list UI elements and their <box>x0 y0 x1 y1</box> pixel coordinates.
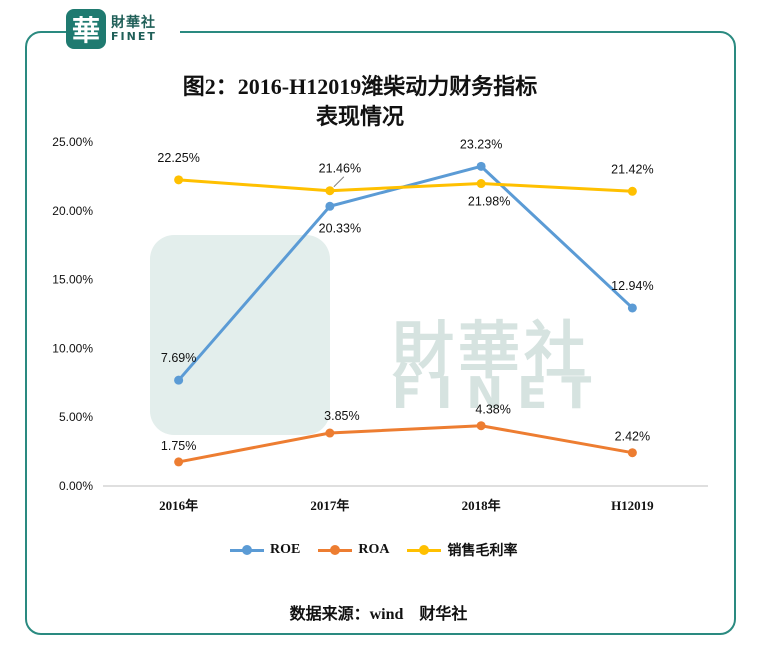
data-label-roa: 3.85% <box>324 409 359 423</box>
finet-logo: 華 財華社 FINET <box>66 6 180 52</box>
y-tick-label: 20.00% <box>52 204 93 218</box>
data-label-roe: 12.94% <box>611 279 653 293</box>
series-line-roa <box>178 424 633 464</box>
data-point-gross-margin <box>174 175 184 185</box>
data-label-roa: 1.75% <box>161 439 196 453</box>
data-label-roe: 7.69% <box>161 351 196 365</box>
logo-name-cn: 財華社 <box>111 14 156 31</box>
data-label-roe: 20.33% <box>319 221 361 235</box>
source-note: 数据来源：wind 财华社 <box>289 606 468 623</box>
data-point-roe <box>325 201 335 211</box>
data-point-roe <box>174 375 184 385</box>
data-label-roa: 4.38% <box>475 403 510 417</box>
data-label-gross-margin: 21.98% <box>468 195 510 209</box>
logo-text: 財華社 FINET <box>111 16 157 42</box>
data-point-roa <box>476 421 486 431</box>
data-label-gross-margin: 21.46% <box>319 162 361 176</box>
legend-item-roa: ROA <box>318 542 389 558</box>
series-line-gross-margin <box>178 178 633 193</box>
data-label-gross-margin: 21.42% <box>611 162 653 176</box>
y-tick-label: 15.00% <box>52 273 93 287</box>
legend-swatch-roe <box>230 544 264 555</box>
data-point-roa <box>325 428 335 438</box>
legend: ROE ROA 销售毛利率 <box>230 540 517 560</box>
data-point-gross-margin <box>325 186 335 196</box>
data-point-roa <box>627 448 637 458</box>
y-tick-label: 5.00% <box>59 410 93 424</box>
y-tick-label: 10.00% <box>52 341 93 355</box>
legend-label-roa: ROA <box>358 542 390 557</box>
data-point-roe <box>476 161 486 171</box>
legend-item-gross-margin: 销售毛利率 <box>407 540 517 560</box>
data-point-roe <box>627 303 637 313</box>
legend-item-roe: ROE <box>230 542 300 558</box>
legend-swatch-gross-margin <box>407 544 442 555</box>
x-tick-label: 2018年 <box>462 498 501 513</box>
chart-title-line-2: 表现情况 <box>315 104 404 129</box>
legend-label-roe: ROE <box>270 542 301 557</box>
data-point-roa <box>174 457 184 467</box>
data-label-roa: 2.42% <box>615 430 650 444</box>
watermark-logo <box>150 235 330 435</box>
y-tick-label: 0.00% <box>59 479 93 493</box>
chart-title-line-1: 图2：2016-H12019潍柴动力财务指标 <box>182 74 538 99</box>
x-tick-label: 2016年 <box>159 498 198 513</box>
y-tick-label: 25.00% <box>52 135 93 149</box>
x-tick-label: 2017年 <box>310 498 349 513</box>
series-line-roe <box>177 164 634 382</box>
x-tick-label: H12019 <box>611 498 654 513</box>
legend-label-gross-margin: 销售毛利率 <box>447 544 518 559</box>
data-point-gross-margin <box>476 179 486 189</box>
data-point-gross-margin <box>627 186 637 196</box>
watermark-text-en: FINET <box>392 368 606 419</box>
logo-name-en: FINET <box>111 29 157 43</box>
data-label-gross-margin: 22.25% <box>157 151 199 165</box>
chart-title: 图2：2016-H12019潍柴动力财务指标 表现情况 <box>120 72 600 132</box>
logo-mark: 華 <box>66 9 106 49</box>
legend-swatch-roa <box>318 544 353 555</box>
watermark-text-cn: 財華社 <box>392 314 591 387</box>
chart-frame <box>25 31 736 635</box>
data-label-roe: 23.23% <box>460 137 502 151</box>
label-leader-line <box>333 176 345 188</box>
